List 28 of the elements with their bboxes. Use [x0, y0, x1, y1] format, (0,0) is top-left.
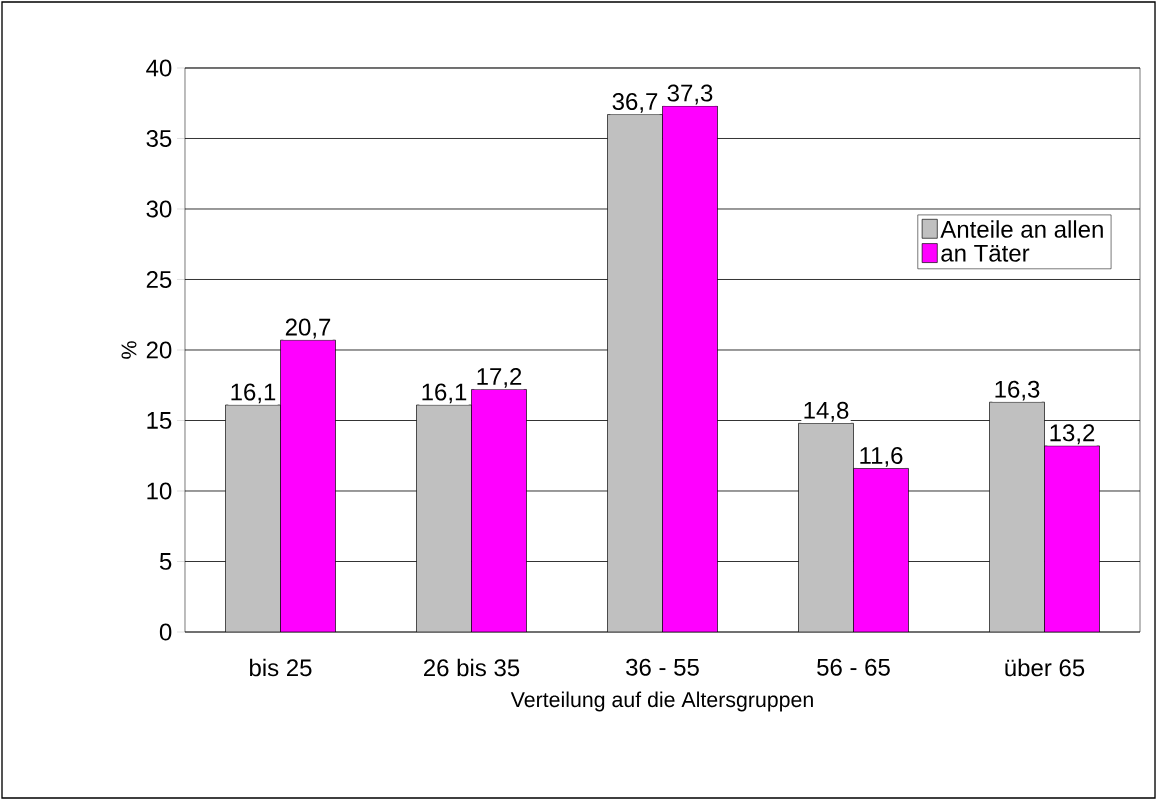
y-tick-label: 15	[147, 412, 172, 429]
data-label: 11,6	[860, 446, 903, 467]
x-tick-label: 56 - 65	[817, 658, 890, 676]
data-label: 17,2	[477, 367, 522, 388]
x-tick-label: 36 - 55	[626, 658, 699, 676]
data-label: 37,3	[667, 84, 713, 105]
x-tick-label: über 65	[1005, 658, 1085, 677]
data-label: 16,3	[995, 380, 1040, 401]
data-label: 16,1	[231, 383, 276, 404]
y-tick-label: 20	[146, 341, 172, 359]
data-label: 20,7	[285, 318, 331, 339]
y-tick-label: 35	[146, 129, 172, 147]
x-tick-label: 26 bis 35	[424, 658, 520, 677]
y-tick-label: 40	[146, 59, 172, 77]
legend-label: Anteile an allen	[940, 220, 1103, 238]
x-axis-title: Verteilung auf die Altersgruppen	[510, 691, 813, 712]
x-tick-label: bis 25	[250, 658, 312, 677]
y-tick-label: 25	[146, 270, 172, 288]
y-tick-label: 0	[159, 623, 172, 641]
y-axis-title: %	[121, 341, 137, 359]
data-label: 16,1	[422, 383, 467, 404]
y-tick-label: 5	[159, 553, 172, 570]
data-label: 14,8	[804, 401, 849, 422]
legend-label: an Täter	[941, 244, 1030, 262]
y-tick-label: 10	[147, 482, 172, 500]
data-label: 36,7	[612, 93, 658, 113]
data-label: 13,2	[1050, 424, 1095, 445]
y-tick-label: 30	[146, 200, 172, 218]
